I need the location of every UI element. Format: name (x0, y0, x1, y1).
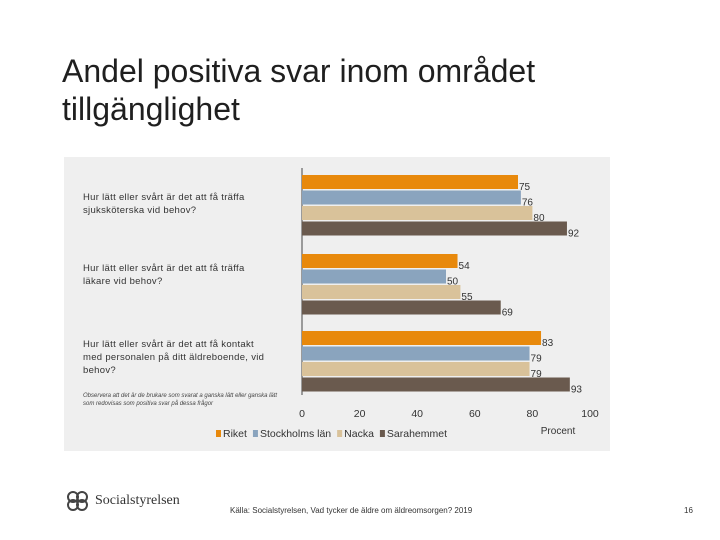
x-tick-label: 80 (527, 408, 539, 420)
legend-swatch (379, 430, 385, 437)
page-number: 16 (684, 506, 693, 515)
logo-emblem-icon (67, 491, 88, 511)
chart-note: Observera att det är de brukare som svar… (83, 393, 278, 407)
x-tick-label: 100 (581, 408, 599, 420)
x-tick-label: 0 (299, 408, 305, 420)
bar-value-label: 83 (542, 338, 554, 349)
legend-entry: Nacka (344, 428, 374, 440)
bar-3-riket (302, 331, 542, 345)
bar-value-label: 55 (461, 292, 473, 303)
bar-1-riket (302, 175, 518, 189)
legend-swatch (337, 430, 343, 437)
legend-entry: Sarahemmet (387, 428, 447, 440)
x-tick-label: 20 (354, 408, 366, 420)
question-label-2: Hur lätt eller svårt är det att få träff… (83, 263, 245, 287)
bar-1-stockholms-län (302, 190, 521, 205)
legend-entry: Riket (223, 428, 247, 440)
bar-2-riket (302, 254, 458, 268)
bar-1-nacka (302, 206, 533, 220)
bar-2-stockholms-län (302, 269, 446, 284)
bar-value-label: 93 (571, 385, 583, 396)
legend-swatch (252, 430, 258, 437)
logo-text: Socialstyrelsen (95, 493, 180, 508)
legend-entry: Stockholms län (260, 428, 331, 440)
bar-value-label: 79 (531, 354, 543, 365)
socialstyrelsen-logo: Socialstyrelsen (65, 490, 180, 512)
bar-value-label: 50 (447, 277, 459, 288)
bar-value-label: 80 (533, 213, 545, 224)
bar-3-nacka (302, 362, 530, 376)
legend-swatch (216, 430, 221, 437)
x-tick-label: 40 (411, 408, 423, 420)
bar-1-sarahemmet (302, 221, 567, 236)
bar-value-label: 92 (568, 229, 580, 240)
bar-value-label: 69 (502, 308, 514, 319)
bar-value-label: 76 (522, 198, 534, 209)
x-tick-label: 60 (469, 408, 481, 420)
source-note: Källa: Socialstyrelsen, Vad tycker de äl… (230, 506, 473, 515)
bar-2-sarahemmet (302, 300, 501, 315)
question-label-3: Hur lätt eller svårt är det att få konta… (83, 339, 265, 376)
bar-value-label: 75 (519, 182, 531, 193)
bar-3-sarahemmet (302, 377, 570, 392)
bar-3-stockholms-län (302, 346, 530, 361)
bar-value-label: 79 (531, 369, 543, 380)
question-label-1: Hur lätt eller svårt är det att få träff… (83, 192, 245, 216)
slide-title: Andel positiva svar inom området tillgän… (62, 53, 536, 127)
bar-2-nacka (302, 285, 461, 299)
x-axis-label: Procent (541, 426, 576, 437)
bar-value-label: 54 (459, 261, 471, 272)
